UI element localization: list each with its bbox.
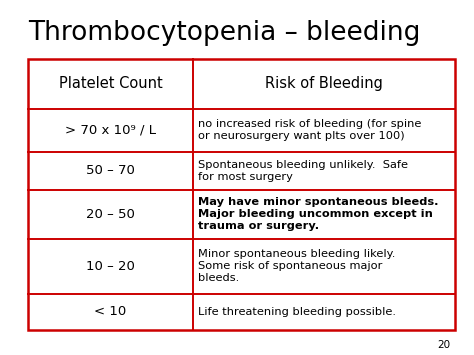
Text: Risk of Bleeding: Risk of Bleeding xyxy=(265,76,383,91)
Text: > 70 x 10⁹ / L: > 70 x 10⁹ / L xyxy=(65,124,156,137)
Text: 50 – 70: 50 – 70 xyxy=(86,164,135,177)
Text: 20 – 50: 20 – 50 xyxy=(86,208,135,220)
Text: Life threatening bleeding possible.: Life threatening bleeding possible. xyxy=(198,307,396,317)
Text: Platelet Count: Platelet Count xyxy=(59,76,163,91)
Text: < 10: < 10 xyxy=(94,306,127,318)
Text: 10 – 20: 10 – 20 xyxy=(86,260,135,273)
Text: no increased risk of bleeding (for spine
or neurosurgery want plts over 100): no increased risk of bleeding (for spine… xyxy=(198,119,422,141)
Text: Minor spontaneous bleeding likely.
Some risk of spontaneous major
bleeds.: Minor spontaneous bleeding likely. Some … xyxy=(198,249,396,283)
Text: 20: 20 xyxy=(437,340,450,350)
Text: May have minor spontaneous bleeds.
Major bleeding uncommon except in
trauma or s: May have minor spontaneous bleeds. Major… xyxy=(198,197,439,231)
Text: Thrombocytopenia – bleeding: Thrombocytopenia – bleeding xyxy=(28,20,421,45)
Text: Spontaneous bleeding unlikely.  Safe
for most surgery: Spontaneous bleeding unlikely. Safe for … xyxy=(198,160,409,182)
Bar xyxy=(28,59,455,330)
